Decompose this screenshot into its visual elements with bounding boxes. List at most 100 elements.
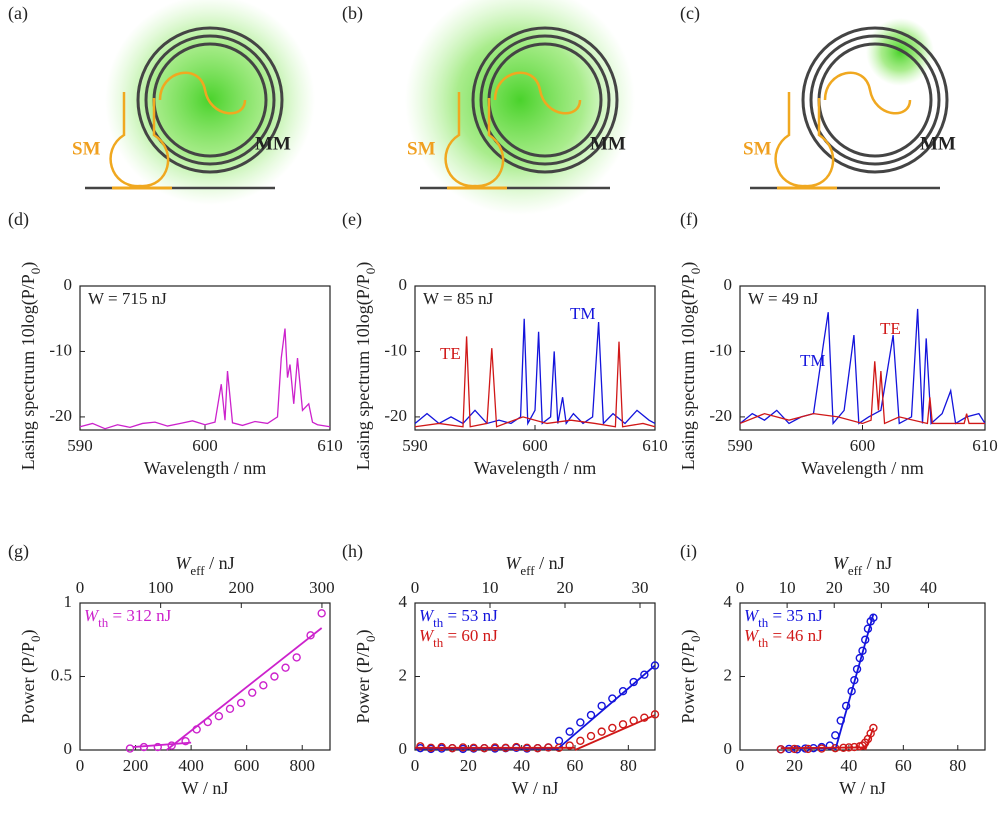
label-part: Lasing spectrum 10log(P/P	[678, 274, 699, 470]
data-point	[167, 741, 176, 750]
x-tick-label: 20	[786, 756, 803, 775]
y-tick-label: 0	[399, 275, 408, 294]
data-point	[248, 688, 257, 697]
label-part: )	[678, 262, 699, 268]
fit-line	[780, 746, 866, 750]
label-part: W	[84, 606, 100, 625]
label-part: W	[419, 626, 435, 645]
data-point	[181, 736, 190, 746]
data-point	[640, 670, 649, 679]
label-part: )	[678, 629, 699, 635]
sm-label: SM	[743, 138, 772, 159]
subscript: eff	[848, 563, 863, 578]
diagram-c: (c) SM MM	[680, 3, 956, 190]
label-part: = 53 nJ	[443, 606, 498, 625]
y-tick-label: 1	[64, 592, 73, 611]
x-tick-label: 400	[178, 756, 204, 775]
label-part: = 35 nJ	[768, 606, 823, 625]
data-point	[125, 744, 135, 753]
subscript: eff	[190, 563, 205, 578]
mm-label: MM	[920, 133, 956, 154]
label-part: )	[18, 262, 39, 268]
spectrum-line	[414, 336, 656, 428]
label-part: W	[744, 626, 760, 645]
y-tick-label: 0	[724, 275, 733, 294]
fit-line	[555, 664, 656, 751]
label-part: Power (P/P	[18, 642, 39, 724]
x-axis-label: W / nJ	[182, 778, 229, 798]
label-part: = 46 nJ	[768, 626, 823, 645]
spectrum-line	[739, 361, 985, 425]
diagram-b: (b) SM MM	[342, 0, 635, 215]
label-part: W	[833, 553, 850, 573]
legend-entry: Wth = 312 nJ	[84, 606, 172, 631]
x-tick-label: 600	[522, 436, 548, 455]
x2-tick-label: 30	[632, 578, 649, 597]
subscript: th	[98, 615, 109, 630]
label-part: W	[839, 778, 856, 798]
x2-tick-label: 10	[779, 578, 796, 597]
x2-tick-label: 30	[873, 578, 890, 597]
data-point	[869, 723, 878, 733]
x-tick-label: 600	[850, 436, 876, 455]
subscript: th	[758, 635, 769, 650]
data-point	[608, 723, 617, 733]
legend-entry: Wth = 35 nJ	[744, 606, 823, 631]
data-point	[618, 687, 628, 696]
y-tick-label: 0	[724, 739, 733, 758]
x-tick-label: 600	[234, 756, 260, 775]
x2-tick-label: 20	[557, 578, 574, 597]
y-tick-label: -20	[384, 406, 407, 425]
fit-line	[132, 741, 192, 748]
x-tick-label: 610	[972, 436, 998, 455]
y-tick-label: -10	[384, 340, 407, 359]
data-point	[236, 698, 246, 708]
data-point	[565, 741, 574, 750]
x-tick-label: 40	[513, 756, 530, 775]
data-point	[292, 653, 301, 662]
x2-tick-label: 0	[736, 578, 745, 597]
x2-tick-label: 200	[229, 578, 255, 597]
data-point	[831, 731, 840, 740]
panel-label: (a)	[8, 3, 28, 24]
x-axis-label: W / nJ	[839, 778, 886, 798]
data-point	[618, 720, 628, 729]
x-tick-label: 60	[567, 756, 584, 775]
panel-label: (f)	[680, 209, 698, 230]
y-axis-label: Power (P/P0)	[18, 629, 43, 723]
data-point	[259, 681, 268, 690]
x-tick-label: 80	[949, 756, 966, 775]
data-point	[281, 663, 290, 672]
x-tick-label: 610	[317, 436, 343, 455]
panel-label: (i)	[680, 541, 697, 562]
legend-entry: Wth = 60 nJ	[419, 626, 498, 651]
subscript: 0	[688, 635, 703, 642]
series-label: TE	[880, 319, 901, 338]
fit-line	[574, 714, 656, 751]
sm-label: SM	[72, 138, 101, 159]
sm-label: SM	[407, 138, 436, 159]
x-axis-label: W / nJ	[512, 778, 559, 798]
y-tick-label: 2	[399, 665, 408, 684]
x2-tick-label: 40	[920, 578, 937, 597]
y-tick-label: 4	[724, 592, 733, 611]
data-point	[776, 745, 786, 754]
label-part: W	[512, 778, 529, 798]
label-part: Lasing spectrum 10log(P/P	[353, 274, 374, 470]
data-point	[153, 742, 162, 752]
data-point	[650, 710, 660, 719]
data-point	[214, 711, 224, 721]
data-point	[270, 672, 279, 681]
data-point	[317, 609, 326, 618]
panel-label: (c)	[680, 3, 700, 24]
x2-tick-label: 100	[148, 578, 174, 597]
panel-label: (g)	[8, 541, 29, 562]
label-part: Power (P/P	[353, 642, 374, 724]
y-tick-label: 0	[64, 739, 73, 758]
label-part: / nJ	[862, 553, 892, 573]
label-part: / nJ	[198, 778, 228, 798]
data-point	[650, 661, 660, 670]
spectrum-line	[739, 308, 986, 426]
label-part: / nJ	[205, 553, 235, 573]
